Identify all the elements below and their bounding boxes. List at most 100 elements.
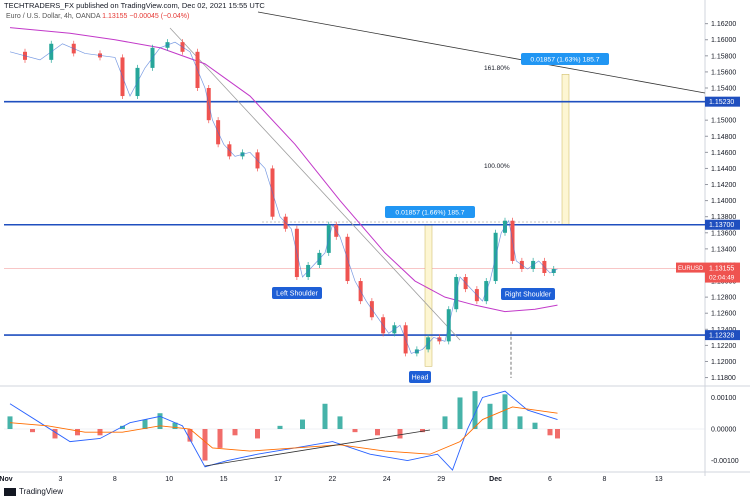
x-tick-label: Dec bbox=[489, 476, 502, 483]
x-tick-label: 13 bbox=[655, 476, 663, 483]
y-tick-label: 1.14800 bbox=[711, 134, 736, 141]
macd-histogram-bar bbox=[397, 429, 403, 439]
y-tick-label: 1.11800 bbox=[711, 375, 736, 382]
macd-histogram-bar bbox=[375, 429, 380, 436]
macd-histogram-bar bbox=[217, 429, 223, 448]
x-tick-label: 8 bbox=[602, 476, 606, 483]
price-tag-value: 1.13155 bbox=[709, 266, 734, 273]
x-tick-label: 6 bbox=[548, 476, 552, 483]
measure-label-2-bg bbox=[521, 53, 609, 65]
symbol-tag-label: EURUSD bbox=[678, 266, 704, 272]
y-tick-label: 1.13800 bbox=[711, 214, 736, 221]
x-tick-label: 15 bbox=[220, 476, 228, 483]
level-tag-bg bbox=[705, 96, 740, 107]
macd-histogram-bar bbox=[547, 429, 553, 436]
macd-histogram-bar bbox=[532, 422, 538, 429]
moving-average-line bbox=[9, 27, 558, 313]
right-shoulder-label: Right Shoulder bbox=[505, 292, 552, 299]
macd-histogram-bar bbox=[420, 429, 425, 433]
pattern-zigzag-line bbox=[9, 41, 558, 354]
symbol-line: Euro / U.S. Dollar, 4h, OANDA 1.13155 −0… bbox=[6, 13, 189, 20]
y-tick-label: 1.14200 bbox=[711, 182, 736, 189]
fib-161-label: 161.80% bbox=[484, 65, 510, 72]
level-tag-bg bbox=[705, 330, 740, 341]
y-tick-label: 1.13600 bbox=[711, 230, 736, 237]
level-tag-label: 1.15230 bbox=[709, 99, 734, 106]
price-change: −0.00045 (−0.04%) bbox=[129, 13, 190, 20]
divergence-line bbox=[204, 429, 431, 467]
osc-y-tick-label: -0.00100 bbox=[711, 458, 739, 465]
macd-histogram-bar bbox=[172, 422, 178, 429]
y-tick-label: 1.12200 bbox=[711, 343, 736, 350]
y-tick-label: 1.12000 bbox=[711, 359, 736, 366]
projection-box-2 bbox=[561, 74, 570, 225]
measure-label-1: 0.01857 (1.66%) 185.7 bbox=[395, 210, 464, 217]
macd-histogram-bar bbox=[337, 416, 343, 429]
macd-histogram-bar bbox=[352, 429, 358, 433]
macd-histogram-bar bbox=[472, 391, 478, 429]
x-tick-label: 8 bbox=[113, 476, 117, 483]
y-tick-label: 1.15400 bbox=[711, 86, 736, 93]
osc-y-tick-label: 0.00000 bbox=[711, 427, 736, 434]
publisher-line: TECHTRADERS_FX published on TradingView.… bbox=[4, 1, 265, 10]
right-shoulder-label-bg bbox=[501, 288, 555, 300]
macd-histogram-bar bbox=[30, 429, 35, 433]
x-tick-label: 10 bbox=[165, 476, 173, 483]
y-tick-label: 1.12800 bbox=[711, 295, 736, 302]
x-tick-label: 29 bbox=[437, 476, 445, 483]
y-tick-label: 1.15800 bbox=[711, 53, 736, 60]
measure-label-2: 0.01857 (1.63%) 185.7 bbox=[530, 57, 599, 64]
left-shoulder-label: Left Shoulder bbox=[276, 291, 318, 298]
macd-histogram-bar bbox=[202, 429, 208, 461]
macd-histogram-bar bbox=[75, 429, 80, 436]
macd-histogram-bar bbox=[502, 394, 508, 429]
symbol-name: Euro / U.S. Dollar, 4h, OANDA bbox=[6, 13, 101, 20]
y-tick-label: 1.14600 bbox=[711, 150, 736, 157]
macd-histogram-bar bbox=[457, 397, 463, 429]
y-tick-label: 1.16000 bbox=[711, 37, 736, 44]
macd-histogram-bar bbox=[52, 429, 58, 439]
macd-histogram-bar bbox=[187, 429, 193, 442]
y-tick-label: 1.15000 bbox=[711, 118, 736, 125]
last-price: 1.13155 bbox=[102, 13, 128, 20]
x-tick-label: 22 bbox=[329, 476, 337, 483]
macd-histogram-bar bbox=[517, 416, 523, 429]
level-tag-label: 1.13700 bbox=[709, 222, 734, 229]
price-tag-time: 02:04:49 bbox=[709, 275, 735, 282]
macd-histogram-bar bbox=[255, 429, 260, 439]
signal-line bbox=[9, 406, 558, 455]
x-tick-label: Nov bbox=[0, 476, 13, 483]
macd-histogram-bar bbox=[442, 416, 448, 429]
tradingview-logo-icon bbox=[4, 487, 16, 496]
symbol-tag-bg bbox=[676, 262, 705, 273]
head-label-bg bbox=[409, 371, 431, 383]
macd-histogram-bar bbox=[157, 413, 163, 429]
diagonal-trend-line bbox=[169, 27, 461, 341]
y-tick-label: 1.14400 bbox=[711, 166, 736, 173]
y-tick-label: 1.15600 bbox=[711, 69, 736, 76]
measure-label-1-bg bbox=[385, 206, 475, 218]
left-shoulder-label-bg bbox=[272, 287, 322, 299]
x-tick-label: 17 bbox=[274, 476, 282, 483]
x-tick-label: 24 bbox=[383, 476, 391, 483]
y-tick-label: 1.13400 bbox=[711, 246, 736, 253]
fib-100-label: 100.00% bbox=[484, 163, 510, 170]
macd-histogram-bar bbox=[142, 419, 148, 429]
macd-histogram-bar bbox=[555, 429, 560, 439]
macd-histogram-bar bbox=[120, 425, 125, 429]
osc-y-tick-label: 0.00100 bbox=[711, 395, 736, 402]
footer: TradingView bbox=[4, 487, 63, 496]
macd-histogram-bar bbox=[322, 403, 328, 429]
x-tick-label: 3 bbox=[58, 476, 62, 483]
level-tag-label: 1.12328 bbox=[709, 333, 734, 340]
footer-brand: TradingView bbox=[19, 487, 64, 496]
price-tag-bg bbox=[705, 262, 740, 283]
macd-histogram-bar bbox=[277, 425, 283, 429]
downtrend-line bbox=[257, 11, 706, 94]
y-tick-label: 1.16200 bbox=[711, 21, 736, 28]
y-tick-label: 1.12600 bbox=[711, 311, 736, 318]
level-tag-bg bbox=[705, 219, 740, 230]
macd-histogram-bar bbox=[300, 419, 305, 429]
y-tick-label: 1.14000 bbox=[711, 198, 736, 205]
